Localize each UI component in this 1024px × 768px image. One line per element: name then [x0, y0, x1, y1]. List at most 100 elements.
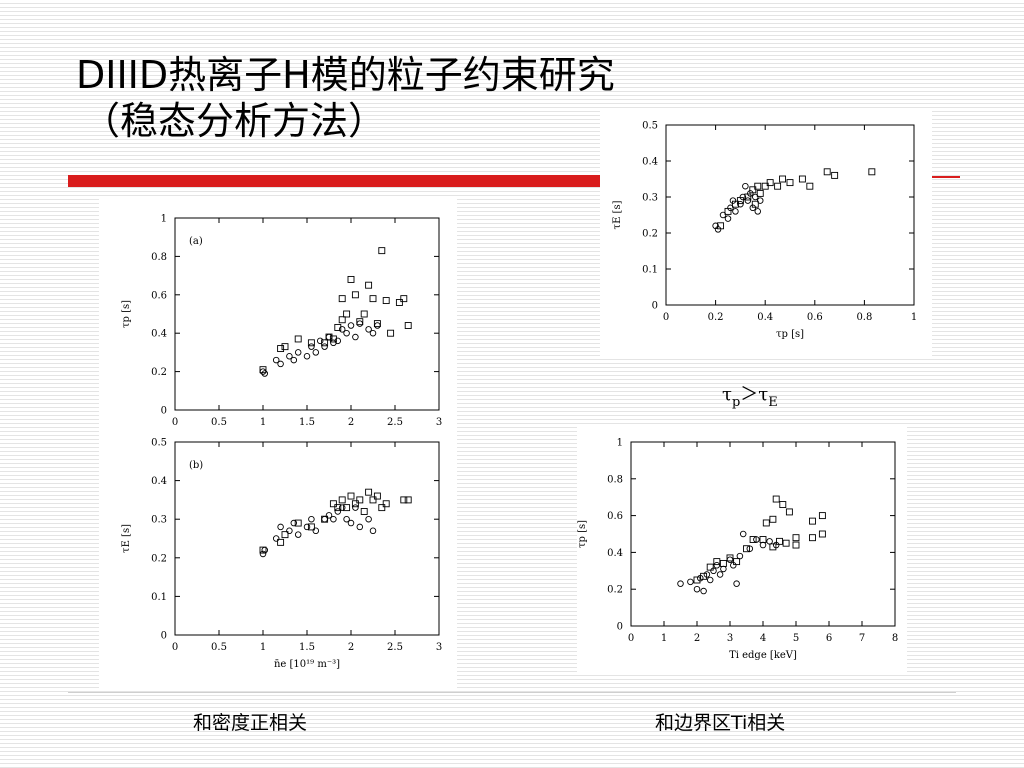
- data-point-square: [281, 531, 289, 539]
- data-point-square: [762, 519, 770, 527]
- data-point-circle: [726, 556, 734, 564]
- data-point-square: [749, 536, 757, 543]
- data-point-circle: [732, 208, 739, 215]
- data-point-square: [321, 339, 329, 347]
- data-point-square: [792, 534, 800, 542]
- slide-title: DIIID热离子H模的粒子约束研究 （稳态分析方法）: [76, 52, 796, 144]
- data-point-circle: [752, 193, 759, 201]
- data-point-circle: [716, 571, 724, 578]
- data-point-square: [338, 316, 346, 324]
- data-point-square: [351, 500, 359, 508]
- greater-than-symbol: ＞: [740, 384, 759, 405]
- data-point-circle: [365, 326, 372, 333]
- data-point-square: [713, 558, 721, 566]
- title-line-1: DIIID热离子H模的粒子约束研究: [76, 53, 615, 97]
- data-point-circle: [347, 519, 355, 527]
- y-tick-label: 0.5: [151, 438, 167, 449]
- data-point-circle: [294, 531, 302, 538]
- plot-tau-e-vs-density: 0 0.5 1 1.5 2 2.5 3 0 0.1 0.2 0.3 0.4 0.5 (b) τE [s] n̄…: [121, 438, 442, 671]
- data-point-circle: [747, 190, 754, 197]
- plot-tau-p-vs-ti-edge: 0 1 2 3 4 5 6 7 8 0 0.2 0.4 0.6 0.8 1 τp [s] Ti edge [ke…: [577, 438, 898, 662]
- data-point-circle: [742, 182, 749, 190]
- data-point-circle: [261, 370, 269, 377]
- data-point-square: [759, 536, 767, 543]
- data-point-circle: [749, 204, 757, 212]
- data-point-square: [776, 537, 783, 545]
- data-point-circle: [347, 322, 355, 329]
- data-point-square: [325, 333, 333, 341]
- data-point-circle: [687, 578, 694, 586]
- data-point-square: [744, 193, 752, 201]
- y-tick-label: 0.5: [642, 121, 658, 132]
- x-tick-label: 7: [859, 633, 865, 644]
- x-tick-label: 1: [260, 642, 266, 653]
- x-tick-label: 0: [172, 642, 178, 653]
- data-point-circle: [369, 329, 377, 337]
- y-tick-label: 0.8: [151, 252, 167, 263]
- x-tick-label: 3: [436, 642, 442, 653]
- y-tick-label: 0.4: [607, 548, 623, 559]
- y-axis-label: τE [s]: [612, 200, 623, 229]
- data-point-square: [831, 171, 839, 179]
- data-point-square: [356, 496, 364, 504]
- data-point-square: [717, 222, 725, 230]
- data-point-square: [259, 366, 267, 374]
- plot-frame: [665, 124, 915, 306]
- data-point-square: [360, 508, 368, 515]
- tau-sub-p: p: [731, 395, 741, 410]
- data-point-circle: [303, 352, 311, 360]
- data-point-circle: [277, 523, 284, 531]
- data-point-square: [761, 182, 769, 190]
- data-point-square: [382, 500, 390, 508]
- data-point-square: [307, 523, 315, 531]
- chart-panel-taup: 0 0.2 0.4 0.6 0.8 1 0 0.1 0.2 0.3 0.4 0.5 τE [s] τp […: [600, 108, 932, 358]
- x-tick-label: 2: [694, 633, 700, 644]
- data-point-square: [792, 541, 800, 549]
- panel-label: (a): [189, 236, 203, 247]
- plot-frame: [630, 441, 896, 627]
- y-tick-label: 0.6: [607, 511, 623, 522]
- plot-tau-e-vs-tau-p: 0 0.2 0.4 0.6 0.8 1 0 0.1 0.2 0.3 0.4 0.5 τE [s] τp […: [612, 121, 917, 341]
- data-point-square: [756, 189, 764, 197]
- caption-right: 和边界区Ti相关: [655, 712, 786, 734]
- data-point-square: [743, 545, 750, 553]
- data-point-circle: [312, 349, 320, 356]
- data-point-square: [782, 539, 790, 547]
- tau-symbol-2: τ: [758, 384, 769, 405]
- y-axis-label: τp [s]: [577, 520, 588, 548]
- x-tick-label: 1: [661, 633, 667, 644]
- data-point-square: [769, 515, 777, 523]
- y-tick-label: 0: [161, 406, 167, 417]
- data-point-square: [259, 546, 267, 554]
- y-tick-label: 0.6: [151, 290, 167, 301]
- x-tick-label: 2: [348, 417, 354, 428]
- data-point-circle: [290, 519, 298, 527]
- chart-svg-ti: 0 1 2 3 4 5 6 7 8 0 0.2 0.4 0.6 0.8 1 τp [s] Ti edge [ke…: [577, 438, 898, 662]
- y-axis-label: τp [s]: [121, 300, 132, 328]
- data-point-square: [404, 496, 412, 504]
- data-point-circle: [286, 527, 293, 535]
- data-point-square: [347, 275, 355, 283]
- y-tick-label: 0.1: [151, 592, 167, 603]
- tau-symbol-1: τ: [722, 384, 732, 405]
- y-axis-label: τE [s]: [121, 524, 132, 553]
- data-point-square: [818, 530, 826, 538]
- plot-tau-p-vs-density: 0 0.5 1 1.5 2 2.5 3 0 0.2 0.4 0.6 0.8 1 (a) τp [s]: [121, 214, 442, 429]
- data-point-square: [724, 207, 732, 215]
- data-point-square: [378, 504, 386, 512]
- data-point-circle: [338, 326, 346, 333]
- data-point-circle: [719, 211, 727, 219]
- plot-frame: [174, 217, 440, 411]
- data-point-circle: [294, 349, 302, 356]
- data-point-circle: [736, 552, 744, 560]
- data-point-circle: [286, 352, 293, 360]
- data-point-circle: [766, 538, 773, 545]
- data-point-circle: [334, 508, 342, 515]
- data-point-square: [823, 168, 831, 176]
- data-point-circle: [729, 197, 737, 204]
- plot-frame: [174, 441, 440, 636]
- data-point-square: [329, 335, 337, 343]
- data-point-square: [772, 495, 780, 503]
- x-tick-label: 0: [628, 633, 634, 644]
- data-point-circle: [352, 333, 359, 341]
